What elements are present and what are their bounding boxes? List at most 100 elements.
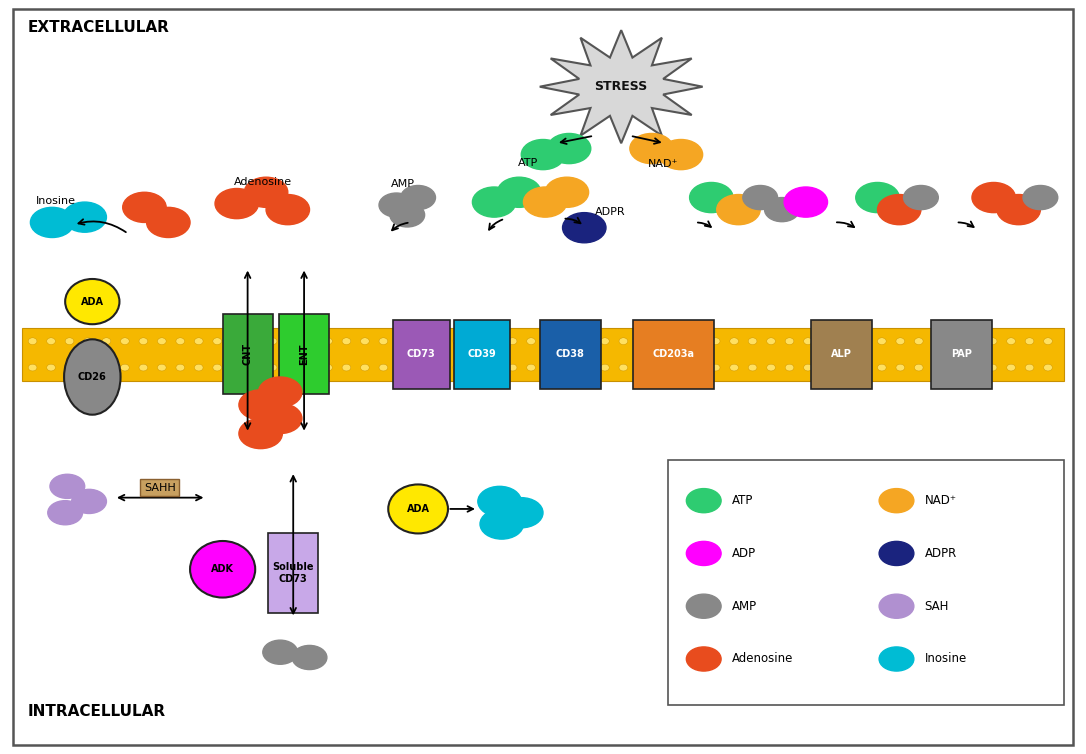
Ellipse shape bbox=[711, 364, 720, 371]
FancyBboxPatch shape bbox=[668, 460, 1064, 705]
Ellipse shape bbox=[841, 338, 849, 345]
Ellipse shape bbox=[859, 338, 868, 345]
Ellipse shape bbox=[637, 364, 646, 371]
Ellipse shape bbox=[28, 338, 37, 345]
Circle shape bbox=[401, 185, 435, 210]
Circle shape bbox=[972, 182, 1015, 213]
Ellipse shape bbox=[397, 364, 406, 371]
Ellipse shape bbox=[970, 338, 978, 345]
Ellipse shape bbox=[896, 338, 905, 345]
Circle shape bbox=[72, 489, 106, 513]
Ellipse shape bbox=[841, 364, 849, 371]
Text: NAD⁺: NAD⁺ bbox=[925, 494, 957, 507]
Text: CD26: CD26 bbox=[78, 372, 106, 382]
Ellipse shape bbox=[157, 364, 166, 371]
Ellipse shape bbox=[434, 338, 443, 345]
Circle shape bbox=[500, 498, 543, 528]
Circle shape bbox=[686, 647, 721, 671]
Ellipse shape bbox=[379, 338, 388, 345]
FancyBboxPatch shape bbox=[540, 320, 601, 389]
Text: ADPR: ADPR bbox=[925, 547, 957, 560]
Circle shape bbox=[390, 203, 425, 227]
Ellipse shape bbox=[324, 338, 332, 345]
Circle shape bbox=[1023, 185, 1058, 210]
Circle shape bbox=[686, 594, 721, 618]
Ellipse shape bbox=[508, 338, 517, 345]
Ellipse shape bbox=[711, 338, 720, 345]
FancyBboxPatch shape bbox=[223, 314, 273, 394]
Ellipse shape bbox=[656, 338, 665, 345]
Ellipse shape bbox=[324, 364, 332, 371]
Ellipse shape bbox=[1025, 364, 1034, 371]
Ellipse shape bbox=[194, 338, 203, 345]
Circle shape bbox=[880, 541, 914, 566]
Ellipse shape bbox=[213, 338, 222, 345]
Ellipse shape bbox=[361, 338, 369, 345]
Text: PAP: PAP bbox=[950, 349, 972, 360]
Circle shape bbox=[263, 640, 298, 664]
Ellipse shape bbox=[416, 338, 425, 345]
Ellipse shape bbox=[545, 364, 554, 371]
Ellipse shape bbox=[545, 338, 554, 345]
Ellipse shape bbox=[1025, 338, 1034, 345]
Circle shape bbox=[480, 509, 523, 539]
Ellipse shape bbox=[933, 338, 942, 345]
Circle shape bbox=[215, 188, 258, 219]
Circle shape bbox=[147, 207, 190, 238]
Circle shape bbox=[523, 187, 567, 217]
Text: AMP: AMP bbox=[732, 599, 757, 613]
Circle shape bbox=[30, 207, 74, 238]
FancyBboxPatch shape bbox=[13, 9, 1073, 745]
Circle shape bbox=[497, 177, 541, 207]
Ellipse shape bbox=[767, 364, 775, 371]
Ellipse shape bbox=[389, 485, 449, 534]
Circle shape bbox=[877, 195, 921, 225]
Text: SAHH: SAHH bbox=[143, 483, 176, 493]
Ellipse shape bbox=[102, 338, 111, 345]
Text: CD39: CD39 bbox=[468, 349, 496, 360]
Ellipse shape bbox=[859, 364, 868, 371]
Ellipse shape bbox=[213, 364, 222, 371]
Circle shape bbox=[472, 187, 516, 217]
Text: ADK: ADK bbox=[211, 564, 235, 575]
Ellipse shape bbox=[988, 338, 997, 345]
Ellipse shape bbox=[157, 338, 166, 345]
Circle shape bbox=[239, 390, 282, 420]
Text: ADA: ADA bbox=[406, 504, 430, 514]
Text: NAD⁺: NAD⁺ bbox=[648, 159, 679, 170]
Ellipse shape bbox=[305, 338, 314, 345]
Text: CNT: CNT bbox=[242, 343, 253, 366]
Ellipse shape bbox=[250, 338, 258, 345]
Ellipse shape bbox=[693, 338, 702, 345]
Text: Adenosine: Adenosine bbox=[732, 652, 794, 666]
Circle shape bbox=[266, 195, 310, 225]
Text: ENT: ENT bbox=[299, 344, 310, 365]
Ellipse shape bbox=[933, 364, 942, 371]
Ellipse shape bbox=[804, 338, 812, 345]
Ellipse shape bbox=[877, 338, 886, 345]
Text: Adenosine: Adenosine bbox=[233, 176, 292, 187]
Ellipse shape bbox=[121, 338, 129, 345]
Circle shape bbox=[880, 647, 914, 671]
Ellipse shape bbox=[582, 338, 591, 345]
Circle shape bbox=[258, 403, 302, 434]
Ellipse shape bbox=[1044, 338, 1052, 345]
Ellipse shape bbox=[693, 364, 702, 371]
Ellipse shape bbox=[268, 364, 277, 371]
Text: Inosine: Inosine bbox=[36, 195, 76, 206]
Circle shape bbox=[743, 185, 778, 210]
Ellipse shape bbox=[601, 338, 609, 345]
Circle shape bbox=[63, 202, 106, 232]
Text: ADP: ADP bbox=[732, 547, 756, 560]
Circle shape bbox=[547, 133, 591, 164]
Circle shape bbox=[239, 418, 282, 449]
Ellipse shape bbox=[84, 364, 92, 371]
Ellipse shape bbox=[527, 338, 535, 345]
Ellipse shape bbox=[767, 338, 775, 345]
Ellipse shape bbox=[804, 364, 812, 371]
Ellipse shape bbox=[47, 338, 55, 345]
Ellipse shape bbox=[65, 279, 119, 324]
Ellipse shape bbox=[730, 364, 738, 371]
Circle shape bbox=[292, 645, 327, 670]
Ellipse shape bbox=[379, 364, 388, 371]
